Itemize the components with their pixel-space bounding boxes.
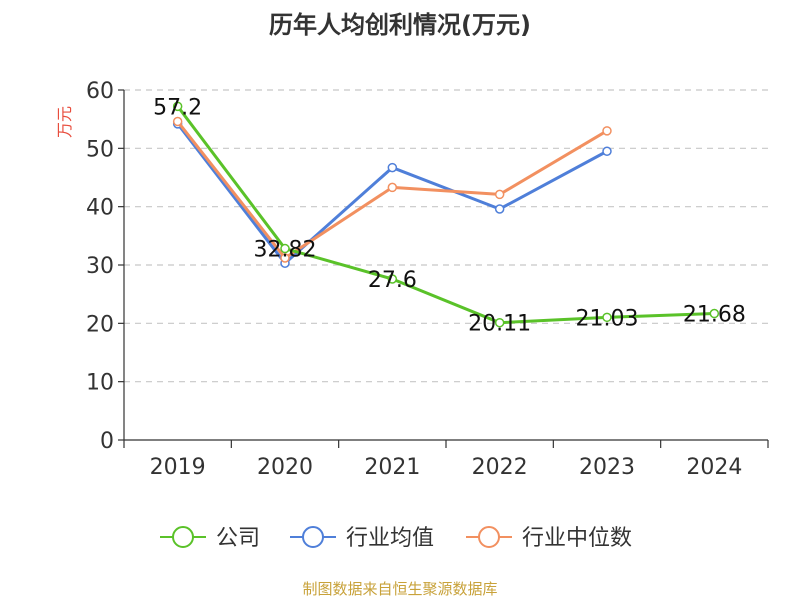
data-point-0-2022	[494, 317, 505, 328]
y-ticks: 0 10 20 30 40 50 60	[86, 79, 124, 454]
series-line-0	[176, 105, 715, 325]
data-label-2021: 27.6	[368, 268, 417, 293]
data-labels: 57.2 32.82 27.6 20.11 21.03 21.68	[153, 95, 746, 336]
data-label-2020: 32.82	[254, 238, 317, 263]
legend-marker-icon	[478, 526, 500, 548]
data-point-1-2023	[602, 146, 612, 156]
legend-label: 行业均值	[346, 526, 434, 551]
data-point-0-2024	[709, 308, 720, 319]
data-point-2-2019	[172, 116, 183, 127]
data-point-2-2020	[280, 253, 290, 263]
y-axis-label: 万元	[55, 106, 74, 138]
data-point-2-2023	[602, 126, 612, 136]
x-ticks: 2019 2020 2021 2022 2023 2024	[123, 440, 769, 480]
legend-marker-icon	[302, 526, 324, 548]
y-tick-label-40: 40	[86, 196, 114, 221]
x-tick-label-2019: 2019	[150, 455, 206, 480]
x-tick-label-2023: 2023	[579, 455, 635, 480]
data-point-0-2021	[387, 274, 398, 284]
data-label-2022: 20.11	[468, 312, 531, 337]
data-point-1-2021	[387, 162, 398, 173]
data-point-2-2021	[387, 182, 398, 193]
data-point-0-2019	[172, 101, 183, 112]
legend-item-2[interactable]: 行业中位数	[466, 526, 632, 551]
y-tick-label-0: 0	[100, 429, 114, 454]
series-group	[172, 101, 720, 328]
x-tick-label-2021: 2021	[364, 455, 420, 480]
legend-item-1[interactable]: 行业均值	[290, 526, 434, 551]
data-label-2019: 57.2	[153, 95, 202, 120]
y-tick-label-10: 10	[86, 371, 114, 396]
legend[interactable]: 公司 行业均值 行业中位数	[160, 526, 632, 551]
data-point-2-2022	[494, 189, 505, 200]
x-tick-label-2020: 2020	[257, 455, 313, 480]
chart-title: 历年人均创利情况(万元)	[269, 11, 531, 39]
legend-label: 行业中位数	[522, 526, 632, 551]
y-tick-label-60: 60	[86, 79, 114, 104]
data-label-2024: 21.68	[683, 303, 746, 328]
source-note: 制图数据来自恒生聚源数据库	[302, 580, 497, 598]
x-tick-label-2024: 2024	[686, 455, 742, 480]
data-point-0-2023	[602, 312, 612, 323]
data-point-0-2020	[280, 243, 290, 254]
y-tick-label-20: 20	[86, 312, 114, 337]
data-point-1-2022	[494, 204, 505, 214]
legend-label: 公司	[216, 526, 260, 551]
y-tick-label-50: 50	[86, 137, 114, 162]
data-label-2023: 21.03	[576, 306, 639, 331]
legend-item-0[interactable]: 公司	[160, 526, 260, 551]
legend-marker-icon	[172, 526, 194, 548]
x-tick-label-2022: 2022	[472, 455, 528, 480]
y-tick-label-30: 30	[86, 254, 114, 279]
grid-lines	[124, 89, 768, 383]
